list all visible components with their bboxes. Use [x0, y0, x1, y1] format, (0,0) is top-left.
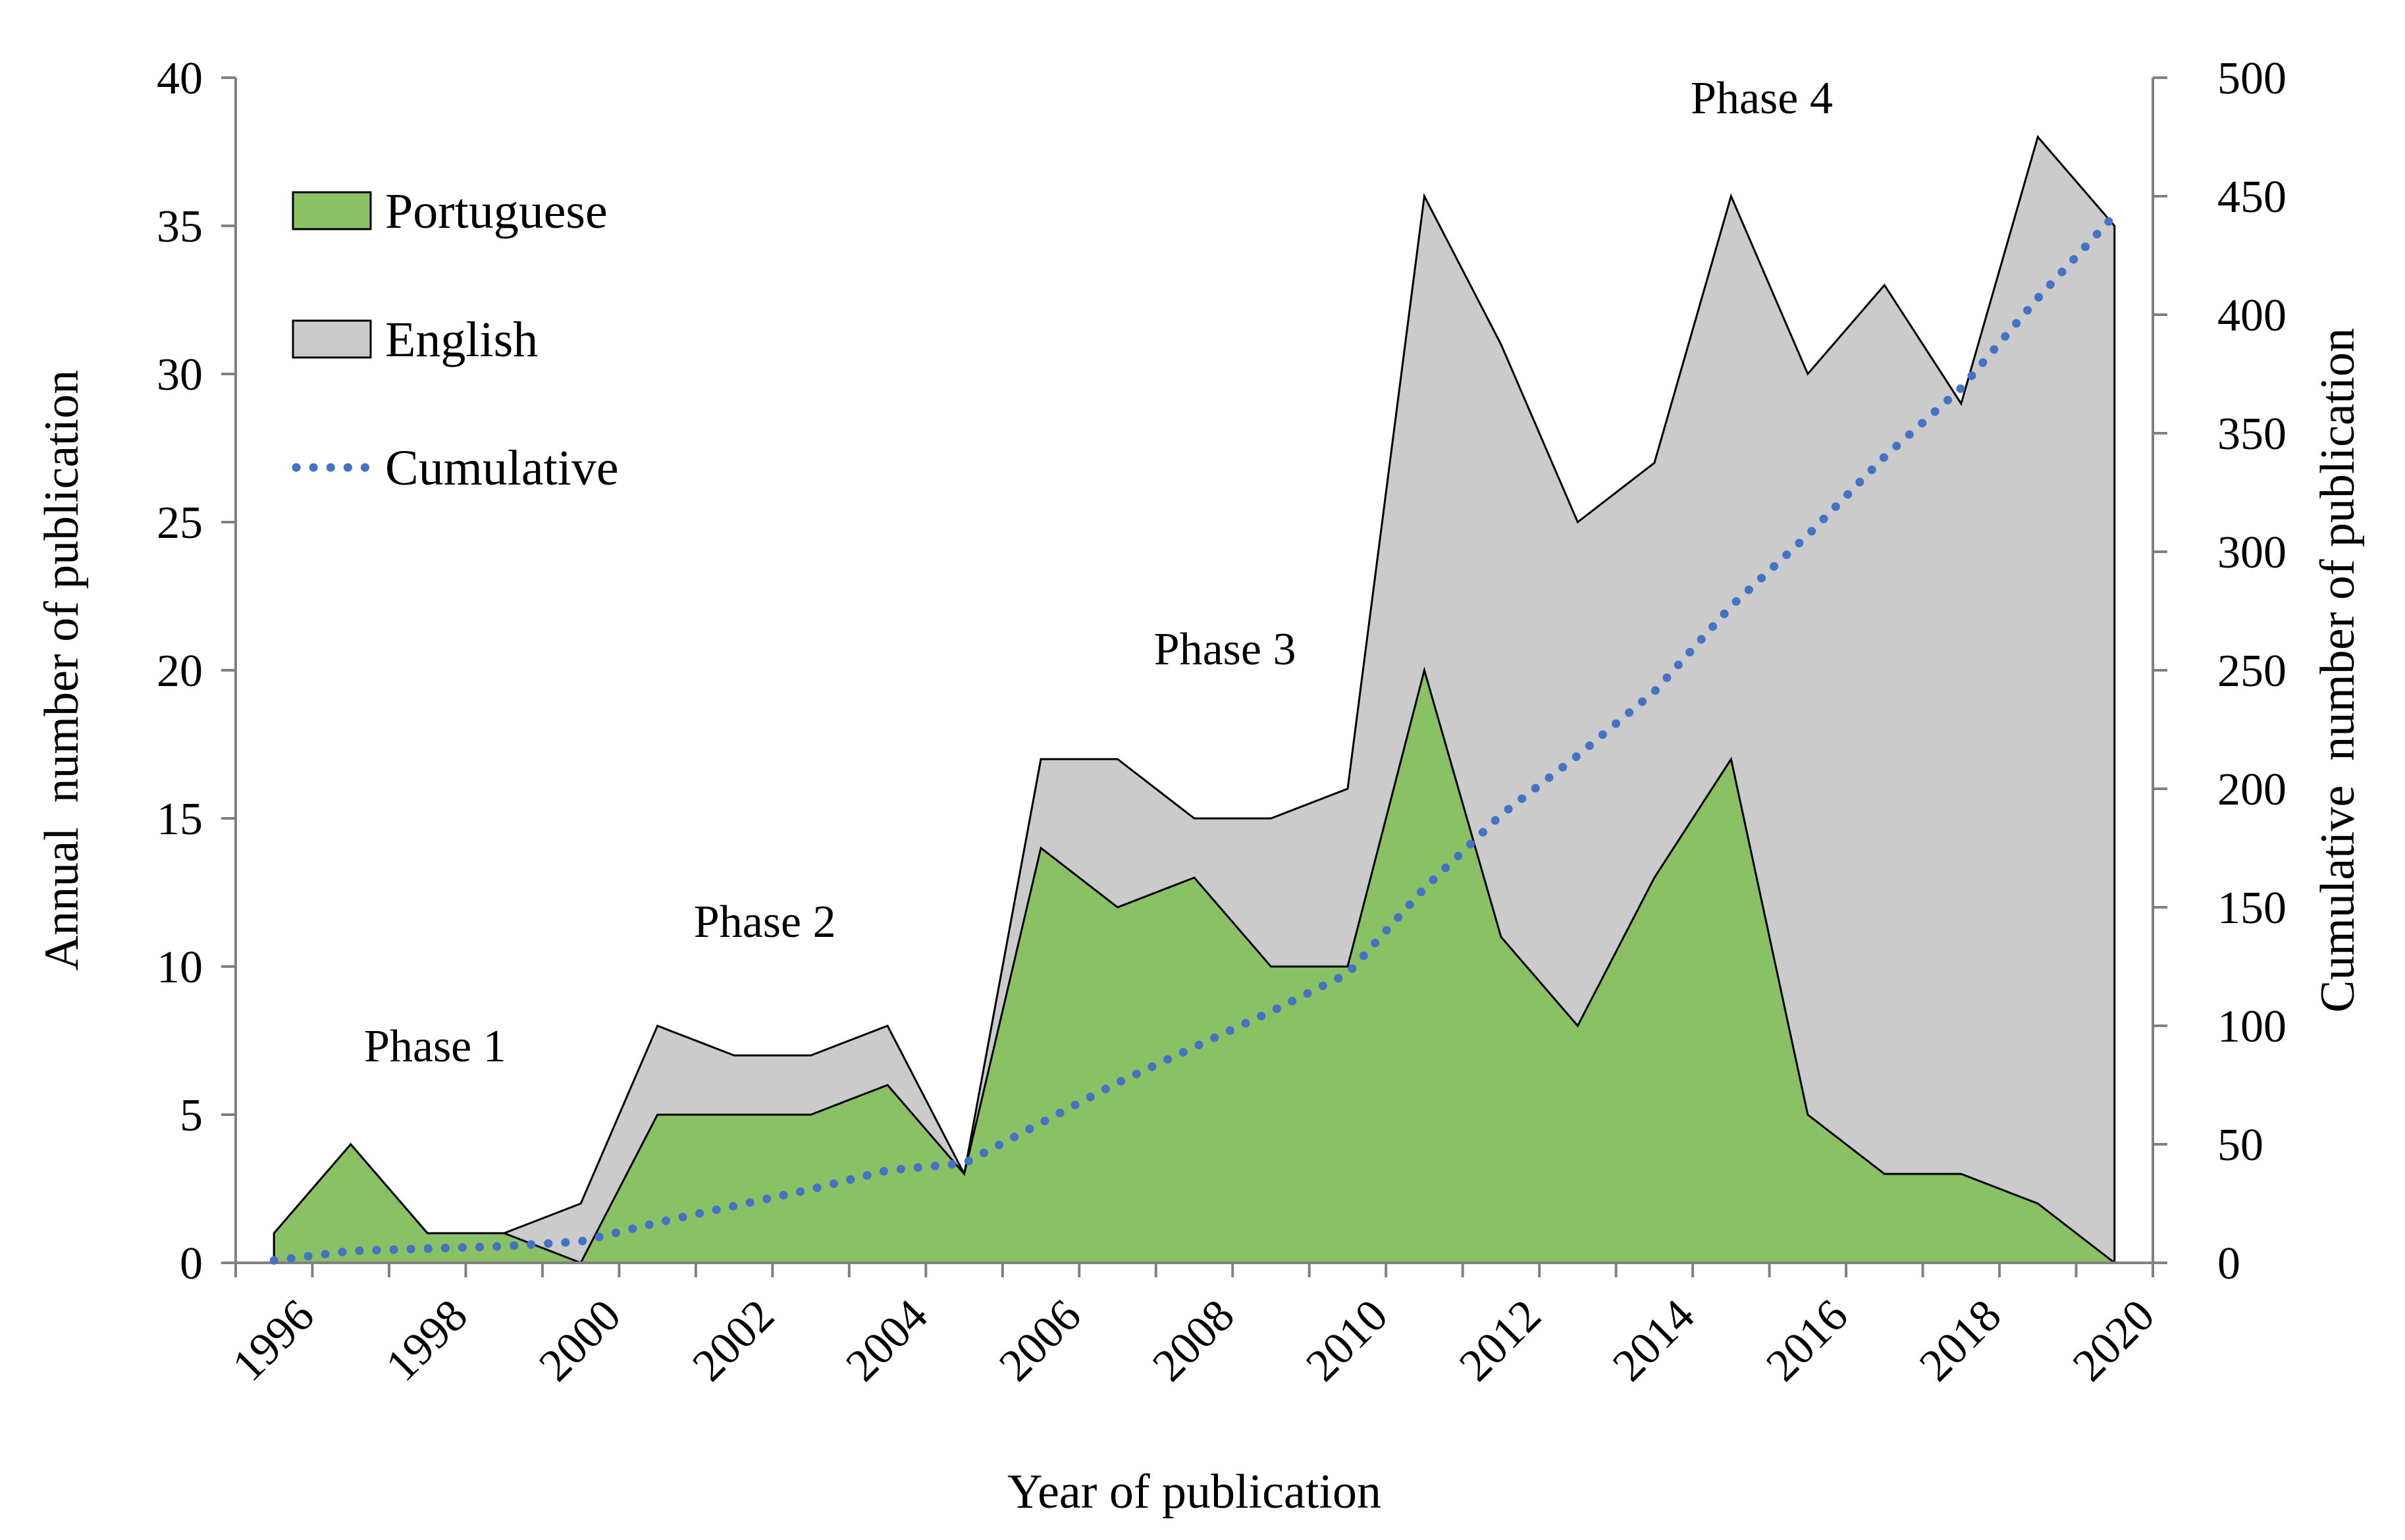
y-left-tick-label: 15 — [157, 794, 203, 845]
annotations-layer: Phase 1 Phase 2 Phase 3 Phase 4 — [364, 73, 1833, 1072]
x-tick-label: 2010 — [1296, 1290, 1397, 1391]
y-left-tick-label: 0 — [180, 1238, 203, 1289]
x-tick-label: 2014 — [1603, 1290, 1704, 1391]
x-tick-label: 2002 — [683, 1290, 783, 1391]
y-right-tick-label: 100 — [2217, 1001, 2286, 1052]
y-axis-right-label: Cumulative number of publication — [2311, 328, 2365, 1013]
x-tick-label: 2008 — [1143, 1290, 1244, 1391]
y-axis-left-label: Annual number of publication — [35, 370, 89, 970]
phase-label: Phase 3 — [1154, 624, 1296, 675]
y-left-tick-label: 25 — [157, 498, 203, 548]
y-right-tick-label: 450 — [2217, 172, 2286, 223]
y-right-tick-label: 150 — [2217, 883, 2286, 934]
series-line-cumulative — [269, 211, 2119, 1265]
y-right-tick-label: 50 — [2217, 1120, 2263, 1171]
x-tick-label: 2006 — [990, 1290, 1090, 1391]
x-tick-label: 2012 — [1450, 1290, 1550, 1391]
y-left-tick-label: 35 — [157, 201, 203, 252]
y-right-tick-label: 350 — [2217, 409, 2286, 460]
x-axis-label: Year of publication — [1007, 1465, 1381, 1519]
phase-label: Phase 1 — [364, 1021, 506, 1072]
legend-label-portuguese: Portuguese — [385, 184, 608, 239]
y-left-tick-label: 5 — [180, 1090, 203, 1141]
x-tick-label: 2004 — [836, 1290, 937, 1391]
legend-swatch-portuguese — [292, 191, 372, 230]
y-right-tick-label: 500 — [2217, 53, 2286, 104]
legend-label-english: English — [385, 312, 538, 367]
legend-swatch-english — [292, 319, 372, 359]
x-tick-label: 1996 — [223, 1290, 324, 1391]
phase-label: Phase 2 — [694, 897, 836, 947]
x-tick-label: 2020 — [2063, 1290, 2164, 1391]
y-right-tick-label: 200 — [2217, 764, 2286, 815]
y-right-tick-label: 400 — [2217, 290, 2286, 341]
y-right-tick-label: 0 — [2217, 1238, 2240, 1289]
y-right-tick-label: 250 — [2217, 646, 2286, 697]
phase-label: Phase 4 — [1691, 73, 1833, 124]
x-tick-label: 2016 — [1757, 1290, 1857, 1391]
y-left-tick-label: 40 — [157, 53, 203, 104]
y-left-tick-label: 20 — [157, 646, 203, 697]
x-tick-label: 2018 — [1910, 1290, 2011, 1391]
lines-layer — [269, 211, 2119, 1265]
y-left-tick-label: 30 — [157, 350, 203, 400]
legend: Portuguese English Cumulative — [292, 184, 619, 496]
x-tick-label: 1998 — [377, 1290, 477, 1391]
legend-label-cumulative: Cumulative — [385, 440, 619, 496]
y-right-tick-label: 300 — [2217, 527, 2286, 578]
x-tick-label: 2000 — [530, 1290, 631, 1391]
y-left-tick-label: 10 — [157, 942, 203, 993]
areas-layer — [273, 134, 2118, 1264]
